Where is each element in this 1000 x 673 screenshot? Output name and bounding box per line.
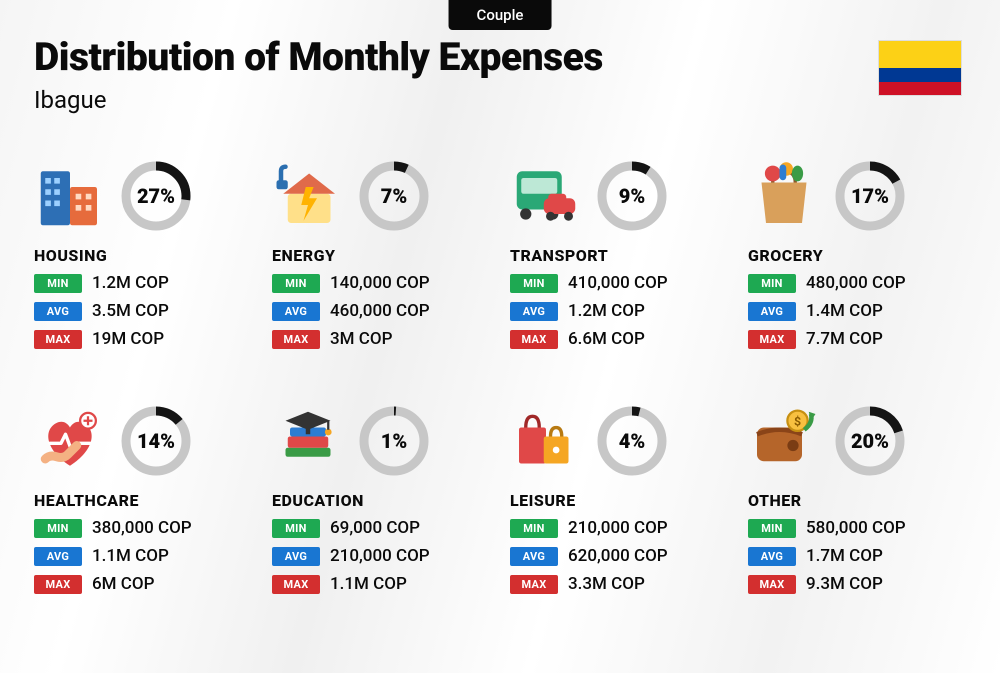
expense-card-grocery: 17% GROCERY MIN 480,000 COP AVG 1.4M COP… xyxy=(748,160,966,349)
colombia-flag-icon xyxy=(878,40,962,96)
avg-badge: AVG xyxy=(272,302,320,321)
category-name: GROCERY xyxy=(748,246,966,265)
category-name: ENERGY xyxy=(272,246,490,265)
max-badge: MAX xyxy=(34,330,82,349)
avg-value: 1.2M COP xyxy=(568,301,645,321)
avg-badge: AVG xyxy=(34,302,82,321)
expense-card-education: 1% EDUCATION MIN 69,000 COP AVG 210,000 … xyxy=(272,405,490,594)
avg-value: 1.4M COP xyxy=(806,301,883,321)
page-title: Distribution of Monthly Expenses xyxy=(34,34,966,80)
healthcare-icon xyxy=(34,407,106,475)
percent-value: 27% xyxy=(120,160,192,232)
category-name: LEISURE xyxy=(510,491,728,510)
min-badge: MIN xyxy=(510,519,558,538)
expense-card-transport: 9% TRANSPORT MIN 410,000 COP AVG 1.2M CO… xyxy=(510,160,728,349)
percent-value: 20% xyxy=(834,405,906,477)
min-value: 210,000 COP xyxy=(568,518,668,538)
min-value: 69,000 COP xyxy=(330,518,420,538)
percent-donut: 14% xyxy=(120,405,192,477)
grocery-icon xyxy=(748,162,820,230)
percent-value: 4% xyxy=(596,405,668,477)
min-value: 580,000 COP xyxy=(806,518,906,538)
category-name: HOUSING xyxy=(34,246,252,265)
avg-badge: AVG xyxy=(748,302,796,321)
min-badge: MIN xyxy=(272,519,320,538)
min-value: 380,000 COP xyxy=(92,518,192,538)
expense-card-leisure: 4% LEISURE MIN 210,000 COP AVG 620,000 C… xyxy=(510,405,728,594)
max-value: 7.7M COP xyxy=(806,329,883,349)
min-value: 1.2M COP xyxy=(92,273,169,293)
percent-value: 7% xyxy=(358,160,430,232)
max-badge: MAX xyxy=(272,330,320,349)
max-badge: MAX xyxy=(510,575,558,594)
avg-badge: AVG xyxy=(34,547,82,566)
percent-donut: 9% xyxy=(596,160,668,232)
avg-value: 620,000 COP xyxy=(568,546,668,566)
max-value: 6M COP xyxy=(92,574,154,594)
max-badge: MAX xyxy=(510,330,558,349)
max-value: 6.6M COP xyxy=(568,329,645,349)
min-badge: MIN xyxy=(272,274,320,293)
household-tab: Couple xyxy=(449,0,552,30)
avg-badge: AVG xyxy=(510,547,558,566)
min-value: 410,000 COP xyxy=(568,273,668,293)
expense-card-healthcare: 14% HEALTHCARE MIN 380,000 COP AVG 1.1M … xyxy=(34,405,252,594)
min-badge: MIN xyxy=(34,274,82,293)
expense-card-other: $ 20% OTHER MIN 580,000 COP AVG 1.7M COP… xyxy=(748,405,966,594)
category-name: HEALTHCARE xyxy=(34,491,252,510)
housing-icon xyxy=(34,162,106,230)
avg-badge: AVG xyxy=(272,547,320,566)
avg-value: 1.7M COP xyxy=(806,546,883,566)
max-value: 9.3M COP xyxy=(806,574,883,594)
svg-text:$: $ xyxy=(794,414,801,429)
percent-donut: 27% xyxy=(120,160,192,232)
percent-donut: 17% xyxy=(834,160,906,232)
avg-value: 3.5M COP xyxy=(92,301,169,321)
percent-value: 9% xyxy=(596,160,668,232)
expense-card-housing: 27% HOUSING MIN 1.2M COP AVG 3.5M COP MA… xyxy=(34,160,252,349)
education-icon xyxy=(272,407,344,475)
other-icon: $ xyxy=(748,407,820,475)
max-value: 19M COP xyxy=(92,329,164,349)
expense-grid: 27% HOUSING MIN 1.2M COP AVG 3.5M COP MA… xyxy=(34,160,966,594)
percent-value: 1% xyxy=(358,405,430,477)
max-badge: MAX xyxy=(748,330,796,349)
category-name: OTHER xyxy=(748,491,966,510)
city-name: Ibague xyxy=(34,86,966,114)
header: Distribution of Monthly Expenses Ibague xyxy=(34,34,966,114)
expense-card-energy: 7% ENERGY MIN 140,000 COP AVG 460,000 CO… xyxy=(272,160,490,349)
max-badge: MAX xyxy=(748,575,796,594)
min-badge: MIN xyxy=(510,274,558,293)
avg-value: 460,000 COP xyxy=(330,301,430,321)
energy-icon xyxy=(272,162,344,230)
min-badge: MIN xyxy=(748,274,796,293)
percent-donut: 7% xyxy=(358,160,430,232)
avg-badge: AVG xyxy=(748,547,796,566)
min-badge: MIN xyxy=(748,519,796,538)
max-badge: MAX xyxy=(272,575,320,594)
percent-value: 17% xyxy=(834,160,906,232)
max-value: 3M COP xyxy=(330,329,392,349)
percent-donut: 1% xyxy=(358,405,430,477)
category-name: TRANSPORT xyxy=(510,246,728,265)
category-name: EDUCATION xyxy=(272,491,490,510)
min-value: 140,000 COP xyxy=(330,273,430,293)
leisure-icon xyxy=(510,407,582,475)
avg-value: 1.1M COP xyxy=(92,546,169,566)
min-value: 480,000 COP xyxy=(806,273,906,293)
max-value: 1.1M COP xyxy=(330,574,407,594)
percent-donut: 20% xyxy=(834,405,906,477)
avg-value: 210,000 COP xyxy=(330,546,430,566)
min-badge: MIN xyxy=(34,519,82,538)
avg-badge: AVG xyxy=(510,302,558,321)
percent-donut: 4% xyxy=(596,405,668,477)
max-value: 3.3M COP xyxy=(568,574,645,594)
transport-icon xyxy=(510,162,582,230)
max-badge: MAX xyxy=(34,575,82,594)
percent-value: 14% xyxy=(120,405,192,477)
